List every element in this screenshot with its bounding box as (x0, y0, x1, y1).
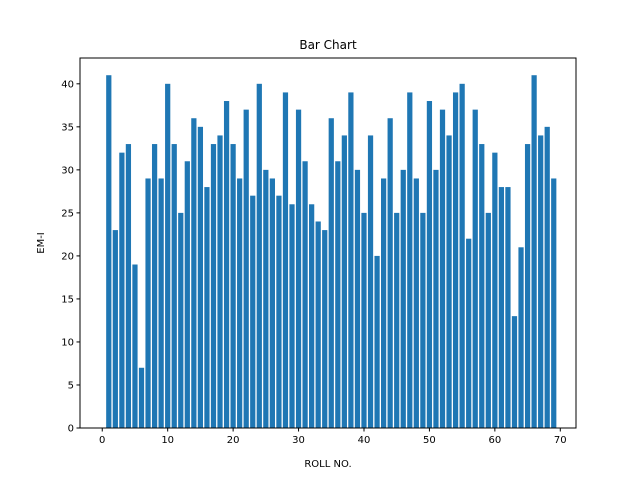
bar-roll-55 (459, 83, 465, 428)
bar-roll-25 (263, 169, 269, 429)
y-tick-label: 30 (61, 165, 74, 176)
bar-roll-30 (295, 109, 302, 428)
bar-roll-39 (354, 169, 361, 429)
x-tick-label: 0 (99, 435, 105, 446)
bar-roll-23 (250, 195, 256, 428)
bar-roll-49 (420, 212, 426, 428)
bar-roll-61 (498, 187, 505, 428)
plot-frame (79, 57, 577, 429)
bar-roll-68 (544, 126, 550, 428)
x-tick-label: 30 (292, 435, 305, 446)
bar-roll-18 (217, 135, 223, 428)
bar-roll-22 (243, 109, 249, 428)
y-tick-label: 25 (61, 208, 74, 219)
bar-roll-37 (341, 135, 347, 428)
bar-roll-54 (452, 92, 459, 429)
bar-roll-20 (230, 144, 236, 429)
y-tick-label: 20 (61, 251, 74, 262)
bar-roll-44 (387, 118, 393, 428)
bar-roll-5 (132, 264, 138, 428)
y-tick-label: 5 (68, 380, 74, 391)
bar-roll-9 (158, 178, 164, 428)
bar-roll-52 (439, 109, 446, 428)
chart-title: Bar Chart (299, 38, 357, 52)
bar-roll-31 (302, 161, 308, 428)
bar-roll-27 (276, 195, 282, 428)
bar-roll-32 (309, 204, 315, 428)
y-axis-label: EM-I (36, 232, 47, 254)
bar-roll-16 (204, 187, 210, 428)
bar-roll-21 (237, 178, 243, 428)
y-tick-label: 10 (61, 337, 74, 348)
x-tick-label: 10 (161, 435, 174, 446)
bar-roll-35 (328, 118, 334, 428)
bar-roll-69 (551, 178, 557, 428)
bar-roll-65 (524, 144, 531, 429)
y-tick-label: 35 (61, 122, 74, 133)
y-tick-label: 40 (61, 79, 74, 90)
bars-group (106, 75, 557, 429)
bar-roll-41 (367, 135, 374, 428)
bar-roll-13 (184, 161, 190, 428)
bar-roll-38 (348, 92, 354, 429)
bar-roll-17 (210, 144, 217, 429)
bar-roll-64 (518, 247, 524, 428)
bar-roll-47 (407, 92, 413, 429)
bar-roll-11 (171, 144, 177, 429)
x-tick-label: 50 (423, 435, 436, 446)
bar-roll-4 (125, 144, 132, 429)
bar-roll-3 (119, 152, 125, 428)
x-tick-label: 70 (554, 435, 567, 446)
bar-roll-66 (531, 75, 537, 429)
bar-roll-62 (505, 187, 511, 428)
bar-roll-8 (151, 144, 158, 429)
bar-roll-33 (315, 221, 321, 428)
bar-roll-26 (269, 178, 275, 428)
bar-roll-36 (335, 161, 341, 428)
x-tick-label: 60 (488, 435, 501, 446)
bar-roll-29 (289, 204, 295, 428)
bar-roll-19 (223, 101, 230, 429)
bar-roll-43 (381, 178, 387, 428)
bar-roll-53 (446, 135, 452, 428)
bar-roll-10 (165, 83, 171, 428)
x-axis-ticks: 0 10 20 30 40 50 60 70 (99, 428, 567, 446)
bar-roll-40 (361, 212, 367, 428)
x-axis-label: ROLL NO. (304, 459, 351, 470)
bar-roll-48 (413, 178, 419, 428)
bar-roll-57 (472, 109, 478, 428)
bar-roll-56 (466, 238, 472, 428)
bar-roll-6 (138, 367, 145, 428)
bar-roll-45 (394, 212, 400, 428)
bar-roll-67 (538, 135, 544, 428)
bar-roll-58 (479, 144, 485, 429)
bar-roll-63 (511, 316, 518, 428)
x-tick-label: 40 (358, 435, 371, 446)
bar-roll-46 (400, 169, 406, 429)
y-tick-label: 0 (68, 424, 74, 435)
bar-roll-50 (426, 101, 433, 429)
bar-roll-15 (197, 126, 204, 428)
bar-roll-2 (112, 230, 118, 428)
y-tick-label: 15 (61, 294, 74, 305)
bar-roll-1 (106, 75, 112, 429)
bar-roll-42 (374, 255, 380, 428)
bar-roll-34 (322, 230, 328, 428)
bar-roll-12 (178, 212, 184, 428)
y-axis-ticks: 0 5 10 15 20 25 30 35 40 (61, 79, 80, 435)
bar-roll-7 (145, 178, 151, 428)
bar-roll-51 (433, 169, 439, 429)
bar-roll-14 (191, 118, 197, 428)
bar-roll-59 (485, 212, 491, 428)
bar-roll-28 (282, 92, 289, 429)
bar-roll-60 (492, 152, 498, 428)
x-tick-label: 20 (227, 435, 240, 446)
bar-roll-24 (256, 83, 262, 428)
